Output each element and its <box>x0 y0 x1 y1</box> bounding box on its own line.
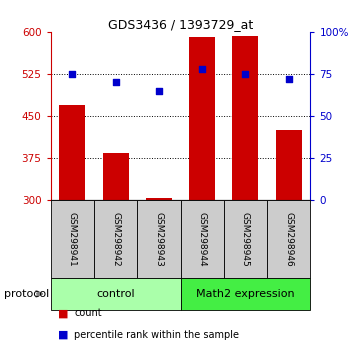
Bar <box>180 278 310 310</box>
Text: Math2 expression: Math2 expression <box>196 289 295 299</box>
Text: GSM298941: GSM298941 <box>68 212 77 266</box>
Point <box>156 88 162 93</box>
Bar <box>94 200 137 278</box>
Text: GSM298946: GSM298946 <box>284 212 293 266</box>
Text: ■: ■ <box>58 308 68 318</box>
Title: GDS3436 / 1393729_at: GDS3436 / 1393729_at <box>108 18 253 31</box>
Bar <box>137 200 180 278</box>
Text: GSM298944: GSM298944 <box>198 212 206 266</box>
Text: GSM298942: GSM298942 <box>111 212 120 266</box>
Text: count: count <box>74 308 102 318</box>
Point <box>113 79 118 85</box>
Text: GSM298945: GSM298945 <box>241 212 250 266</box>
Bar <box>224 200 267 278</box>
Text: percentile rank within the sample: percentile rank within the sample <box>74 330 239 339</box>
Bar <box>180 200 224 278</box>
Text: GSM298943: GSM298943 <box>155 212 163 266</box>
Text: ■: ■ <box>58 330 68 339</box>
Point <box>286 76 292 82</box>
Bar <box>232 36 258 200</box>
Bar <box>267 200 310 278</box>
Bar <box>189 38 215 200</box>
Bar <box>59 105 85 200</box>
Bar <box>51 200 94 278</box>
Point <box>199 66 205 72</box>
Bar <box>276 130 302 200</box>
Text: protocol: protocol <box>4 289 49 299</box>
Bar <box>103 154 129 200</box>
Bar <box>146 198 172 200</box>
Bar <box>51 278 180 310</box>
Point <box>69 71 75 77</box>
Point <box>243 71 248 77</box>
Text: control: control <box>96 289 135 299</box>
